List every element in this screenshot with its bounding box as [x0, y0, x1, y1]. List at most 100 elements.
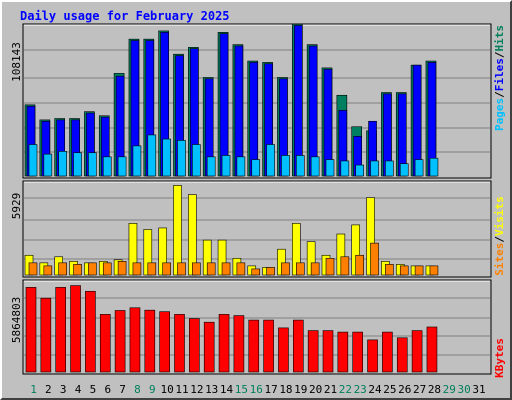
x-tick-label: 18 — [279, 383, 292, 396]
kbytes-bar — [129, 307, 141, 373]
sites-bar — [147, 262, 157, 276]
kbytes-bar — [248, 319, 260, 373]
x-tick-label: 2 — [45, 383, 52, 396]
pages-bar — [295, 155, 305, 177]
panel-border-1 — [22, 23, 492, 179]
sites-bar — [370, 242, 379, 276]
x-tick-label: 13 — [205, 383, 218, 396]
sites-bar — [132, 262, 142, 276]
sites-bar — [266, 267, 275, 276]
sites-bar — [73, 264, 82, 276]
sites-bar — [236, 262, 246, 276]
x-tick-label: 4 — [75, 383, 82, 396]
pages-bar — [206, 156, 216, 177]
x-tick-label: 29 — [443, 383, 456, 396]
x-tick-label: 1 — [30, 383, 37, 396]
pages-bar — [429, 157, 439, 177]
panel-border-2 — [22, 180, 492, 278]
files-bar — [249, 62, 259, 177]
sites-bar — [28, 262, 38, 276]
panel-border-3 — [22, 279, 492, 375]
pages-bar — [310, 156, 320, 177]
pages-bar — [73, 152, 82, 177]
legend-bottom-part: KBytes — [493, 338, 506, 378]
sites-bar — [281, 262, 290, 276]
x-tick-label: 16 — [250, 383, 263, 396]
kbytes-bar — [218, 314, 230, 373]
pages-bar — [340, 160, 350, 177]
chart-title: Daily usage for February 2025 — [20, 9, 230, 23]
x-tick-label: 22 — [339, 383, 352, 396]
pages-bar — [399, 163, 409, 177]
legend-top-part: Files — [493, 58, 506, 91]
legend-middle-part: Sites — [493, 243, 506, 276]
legend-top-part: Hits — [493, 25, 506, 52]
kbytes-bar — [85, 290, 96, 373]
sites-bar — [340, 256, 350, 276]
pages-bar — [162, 138, 171, 177]
sites-bar — [325, 258, 335, 276]
legend-top-part: / — [493, 51, 506, 58]
sites-bar — [251, 268, 261, 276]
x-tick-label: 15 — [235, 383, 248, 396]
legend-top-part: Pages — [493, 98, 506, 131]
pages-bar — [414, 159, 424, 177]
pages-bar — [370, 160, 379, 177]
kbytes-bar — [382, 331, 393, 373]
pages-bar — [58, 151, 68, 177]
pages-bar — [385, 160, 394, 177]
sites-bar — [58, 262, 68, 276]
files-bar — [219, 33, 229, 177]
sites-bar — [385, 264, 394, 276]
pages-bar — [281, 155, 290, 177]
sites-bar — [295, 262, 305, 276]
x-tick-label: 20 — [309, 383, 322, 396]
legend-top-part: / — [493, 91, 506, 98]
kbytes-bar — [40, 297, 52, 373]
kbytes-bar — [174, 314, 185, 373]
sites-bar — [162, 262, 171, 276]
sites-bar — [192, 262, 201, 276]
pages-bar — [132, 145, 142, 177]
files-bar — [234, 45, 244, 177]
kbytes-bar — [307, 330, 319, 373]
pages-bar — [221, 155, 231, 177]
pages-bar — [251, 159, 261, 177]
y-max-label-2: 5929 — [10, 193, 23, 220]
x-tick-label: 21 — [324, 383, 337, 396]
y-max-label-3: 5864803 — [10, 297, 23, 343]
kbytes-bar — [189, 318, 200, 373]
sites-bar — [88, 262, 97, 276]
sites-bar — [429, 265, 439, 276]
x-tick-label: 7 — [119, 383, 126, 396]
x-tick-label: 24 — [368, 383, 382, 396]
sites-bar — [102, 262, 112, 276]
x-tick-label: 31 — [472, 383, 485, 396]
kbytes-bar — [352, 331, 364, 373]
kbytes-bar — [144, 309, 156, 373]
kbytes-bar — [426, 326, 438, 373]
kbytes-bar — [292, 319, 304, 373]
kbytes-bar — [114, 310, 126, 373]
pages-bar — [192, 144, 201, 177]
sites-bar — [310, 262, 320, 276]
legend-middle-part: / — [493, 236, 506, 243]
kbytes-bar — [99, 314, 111, 373]
x-tick-label: 14 — [220, 383, 234, 396]
sites-bar — [399, 265, 409, 276]
kbytes-bar — [263, 319, 274, 373]
kbytes-bar — [159, 311, 170, 373]
sites-bar — [177, 262, 186, 276]
pages-bar — [236, 156, 246, 177]
kbytes-bar — [337, 331, 349, 373]
x-tick-label: 10 — [161, 383, 174, 396]
x-tick-label: 11 — [175, 383, 188, 396]
x-tick-label: 17 — [264, 383, 277, 396]
kbytes-bar — [367, 339, 378, 373]
x-tick-label: 19 — [294, 383, 307, 396]
pages-bar — [117, 156, 127, 177]
sites-bar — [355, 254, 365, 276]
x-tick-label: 9 — [149, 383, 156, 396]
kbytes-bar — [411, 330, 423, 373]
